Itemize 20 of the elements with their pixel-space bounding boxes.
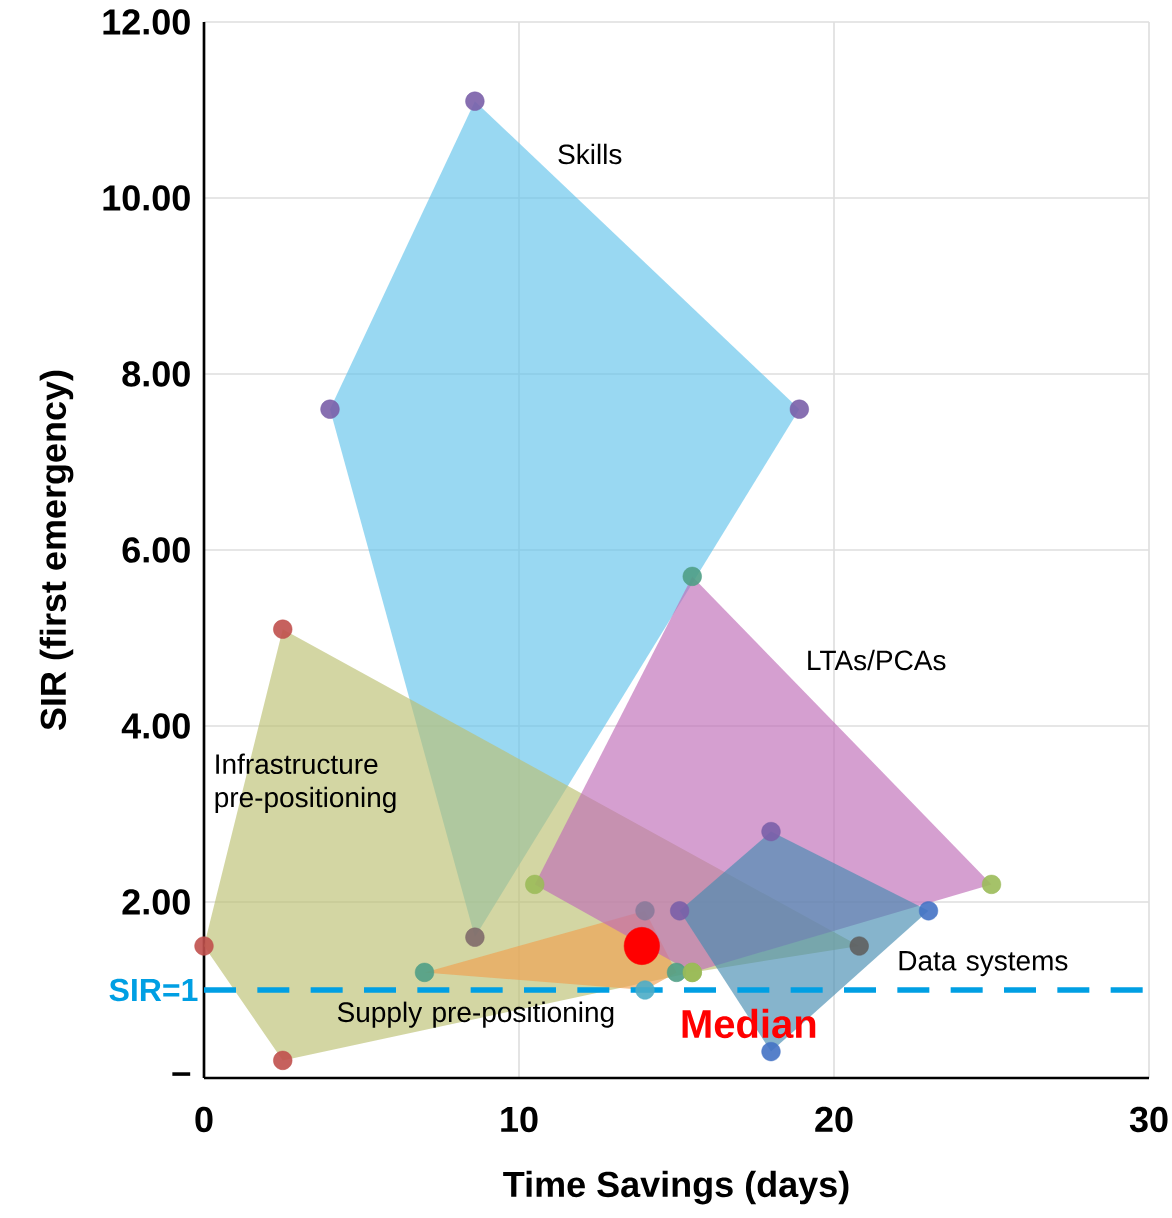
ref-line-label: SIR=1: [109, 978, 198, 1002]
y-tick-label: 10.00: [103, 185, 190, 211]
x-tick-label: 30: [1129, 1106, 1168, 1133]
series-label: LTAs/PCAs: [808, 649, 946, 671]
series-label: Data systems: [899, 951, 1068, 977]
y-tick-label: 12.00: [103, 9, 190, 35]
x-tick-label: 0: [195, 1106, 213, 1133]
y-tick-label: 4.00: [121, 713, 190, 739]
series-label: Skills: [558, 143, 622, 165]
series-label: Supply pre-positioning: [337, 1001, 614, 1028]
y-tick-label: 8.00: [122, 361, 190, 387]
y-tick-label: 2.00: [122, 889, 190, 915]
y-tick-label: 6.00: [122, 537, 190, 563]
y-axis-title: SIR (first emergency): [39, 370, 74, 731]
series-label: Median: [682, 1008, 816, 1039]
x-tick-label: 20: [815, 1106, 853, 1133]
series-label: Infrastructure pre-positioning: [215, 753, 396, 813]
x-tick-label: 10: [501, 1106, 538, 1133]
y-tick-label: –: [172, 1072, 191, 1076]
x-axis-title: Time Savings (days): [503, 1170, 849, 1205]
